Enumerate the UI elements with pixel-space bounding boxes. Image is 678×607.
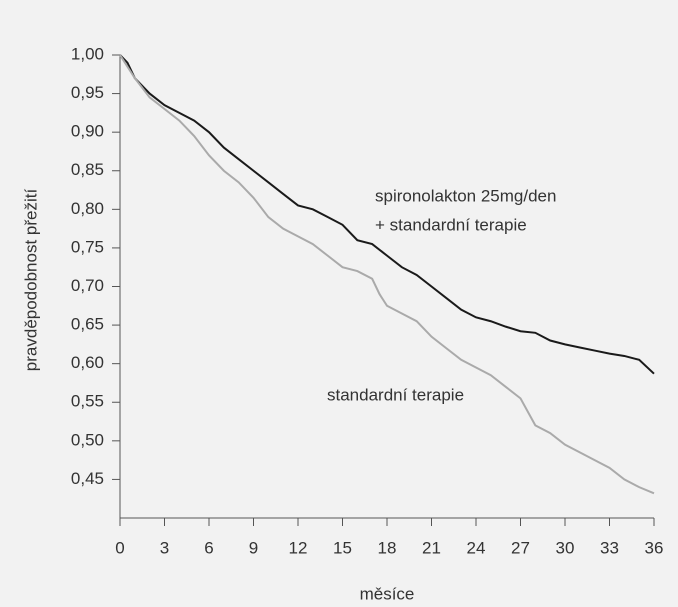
y-tick-label: 0,50 bbox=[71, 430, 104, 449]
y-tick-label: 0,70 bbox=[71, 276, 104, 295]
y-tick-label: 1,00 bbox=[71, 44, 104, 63]
series-line bbox=[119, 54, 655, 375]
x-tick-label: 6 bbox=[204, 538, 213, 557]
x-tick-label: 0 bbox=[115, 538, 124, 557]
y-tick-label: 0,55 bbox=[71, 392, 104, 411]
annotation: spironolakton 25mg/den bbox=[375, 186, 556, 205]
y-tick-label: 0,85 bbox=[71, 160, 104, 179]
annotation: standardní terapie bbox=[327, 385, 464, 404]
y-tick-label: 0,90 bbox=[71, 122, 104, 141]
x-tick-label: 9 bbox=[249, 538, 258, 557]
x-tick-label: 24 bbox=[467, 538, 486, 557]
y-tick-label: 0,95 bbox=[71, 83, 104, 102]
y-tick-label: 0,60 bbox=[71, 353, 104, 372]
x-tick-label: 3 bbox=[160, 538, 169, 557]
x-tick-label: 33 bbox=[600, 538, 619, 557]
x-tick-label: 15 bbox=[333, 538, 352, 557]
x-tick-label: 21 bbox=[422, 538, 441, 557]
y-tick-label: 0,80 bbox=[71, 199, 104, 218]
x-tick-label: 18 bbox=[378, 538, 397, 557]
annotation: + standardní terapie bbox=[375, 215, 527, 234]
x-tick-label: 27 bbox=[511, 538, 530, 557]
y-tick-label: 0,75 bbox=[71, 237, 104, 256]
y-axis-label: pravděpodobnost přežití bbox=[21, 189, 40, 372]
series-line bbox=[119, 54, 655, 495]
y-tick-label: 0,65 bbox=[71, 315, 104, 334]
x-tick-label: 30 bbox=[556, 538, 575, 557]
x-tick-label: 12 bbox=[289, 538, 308, 557]
x-axis-label: měsíce bbox=[360, 584, 415, 603]
x-tick-label: 36 bbox=[645, 538, 664, 557]
y-tick-label: 0,45 bbox=[71, 469, 104, 488]
